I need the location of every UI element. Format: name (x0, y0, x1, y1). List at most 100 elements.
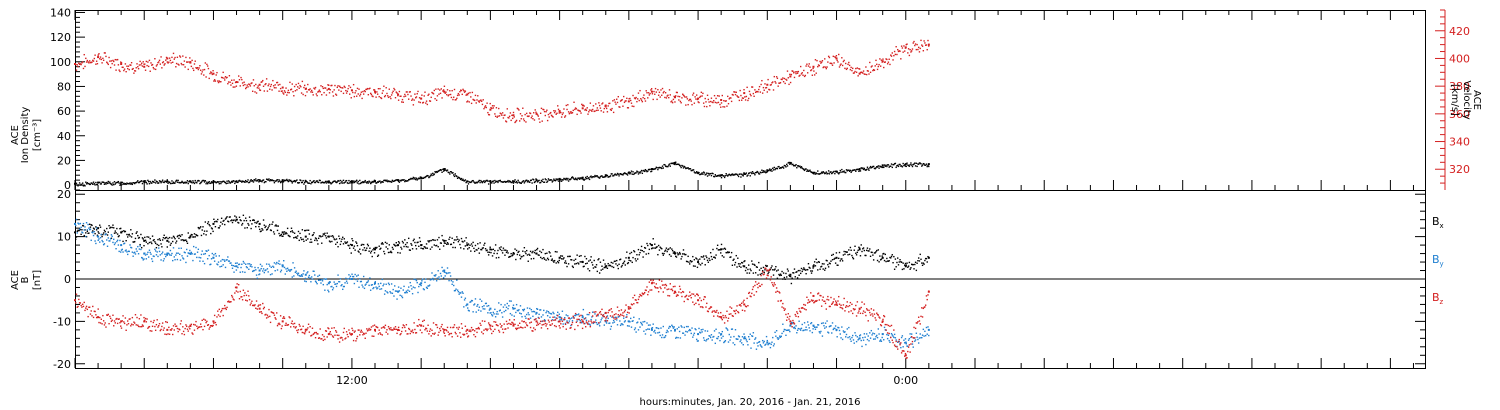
point-by (777, 338, 779, 341)
point-density (616, 172, 619, 175)
point-by (277, 262, 279, 265)
point-density (349, 182, 351, 184)
point-bx (349, 243, 352, 246)
point-bz (140, 314, 142, 316)
point-by (415, 279, 418, 282)
point-bx (749, 268, 751, 270)
point-bx (889, 256, 891, 259)
point-density (428, 176, 430, 179)
point-by (330, 285, 332, 288)
point-velocity (750, 94, 752, 97)
point-bz (144, 317, 147, 320)
point-density (727, 174, 730, 176)
point-by (170, 254, 172, 256)
point-density (224, 181, 226, 183)
point-density (78, 182, 81, 184)
point-by (320, 282, 322, 284)
point-bx (812, 267, 814, 269)
point-by (812, 328, 814, 330)
point-velocity (793, 72, 795, 74)
point-velocity (348, 85, 350, 87)
point-by (114, 242, 116, 244)
point-by (543, 309, 545, 312)
point-bz (117, 318, 120, 320)
point-bx (512, 252, 515, 255)
point-by (589, 324, 592, 326)
point-by (107, 237, 110, 239)
point-bx (553, 259, 556, 262)
point-density (127, 182, 129, 185)
point-bx (761, 270, 764, 272)
point-density (485, 179, 488, 182)
point-bx (263, 224, 266, 226)
point-by (125, 249, 127, 251)
point-velocity (322, 87, 325, 90)
point-by (763, 340, 765, 343)
point-velocity (842, 60, 845, 63)
point-velocity (647, 92, 650, 94)
point-velocity (120, 62, 123, 64)
point-bx (330, 235, 332, 237)
point-bx (700, 256, 703, 258)
point-bx (92, 230, 94, 232)
point-density (261, 180, 263, 183)
point-velocity (449, 93, 452, 96)
point-by (146, 253, 148, 256)
point-velocity (803, 69, 805, 72)
point-bx (598, 258, 600, 260)
point-by (203, 253, 205, 255)
point-velocity (597, 109, 599, 111)
point-bx (261, 227, 263, 230)
point-bx (557, 262, 560, 264)
point-velocity (149, 70, 151, 72)
point-density (109, 182, 112, 185)
point-velocity (97, 54, 99, 56)
point-velocity (720, 102, 723, 104)
point-by (790, 322, 793, 324)
point-density (674, 163, 676, 166)
point-velocity (695, 94, 698, 96)
point-bx (211, 228, 214, 230)
point-density (404, 179, 407, 182)
point-bx (221, 223, 224, 225)
point-density (765, 171, 767, 174)
point-bx (99, 226, 102, 228)
point-density (543, 181, 545, 183)
point-bx (914, 261, 917, 263)
point-bx (673, 251, 675, 253)
point-by (438, 276, 440, 278)
point-by (481, 306, 484, 308)
point-bx (722, 248, 724, 250)
point-by (528, 313, 530, 316)
point-by (720, 337, 723, 339)
point-by (820, 330, 822, 333)
point-by (707, 338, 710, 340)
point-velocity (635, 96, 637, 99)
point-velocity (849, 68, 852, 71)
point-density (706, 172, 708, 174)
point-velocity (193, 63, 196, 65)
point-bx (387, 251, 390, 254)
point-density (695, 171, 698, 173)
point-velocity (192, 69, 195, 72)
point-density (590, 175, 592, 177)
point-bx (217, 227, 220, 229)
point-bx (517, 251, 519, 254)
point-density (616, 174, 618, 176)
point-density (802, 168, 804, 170)
point-density (282, 181, 284, 183)
point-bx (864, 254, 866, 257)
point-by (550, 312, 552, 315)
point-density (443, 168, 446, 171)
point-velocity (845, 62, 847, 65)
point-by (788, 329, 790, 331)
point-by (189, 249, 191, 252)
point-bx (695, 258, 698, 260)
point-bx (114, 230, 116, 232)
point-by (663, 336, 665, 339)
point-velocity (796, 71, 798, 73)
point-velocity (757, 91, 759, 93)
point-bx (354, 249, 356, 251)
point-density (189, 181, 192, 183)
point-bx (97, 227, 100, 230)
